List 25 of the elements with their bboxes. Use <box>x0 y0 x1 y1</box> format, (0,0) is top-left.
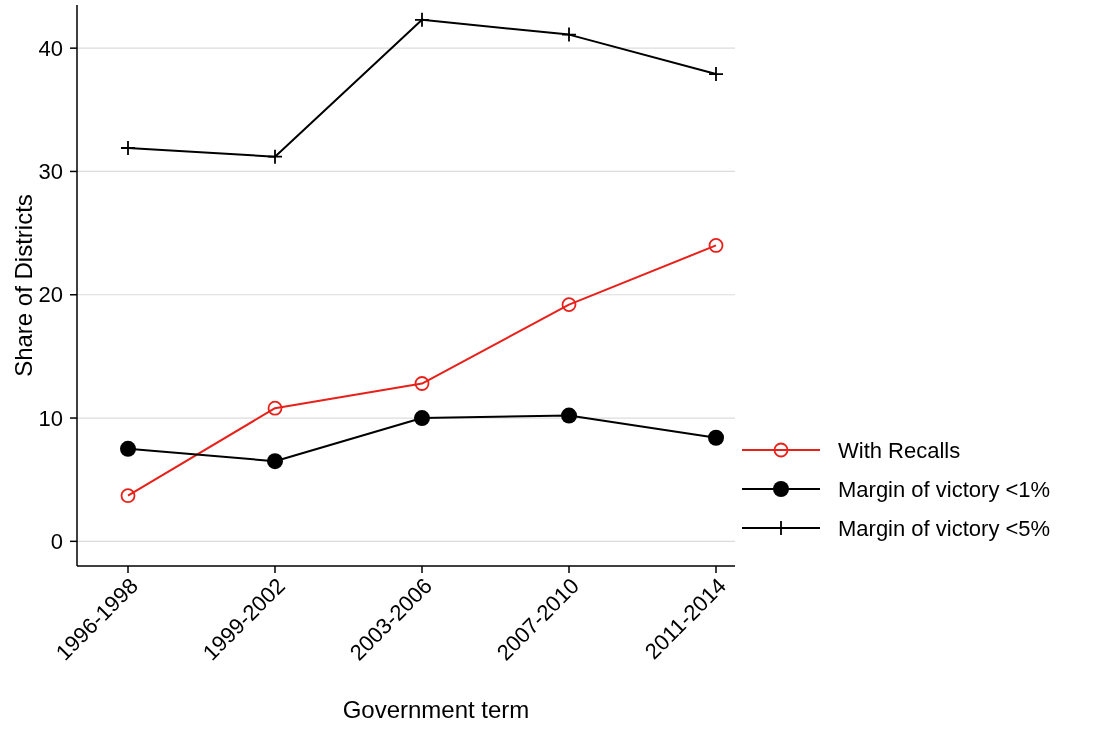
legend-label: Margin of victory <5% <box>838 515 1051 541</box>
point <box>561 26 577 43</box>
y-tick-label: 40 <box>38 35 63 61</box>
point <box>120 488 136 504</box>
y-tick-label: 0 <box>50 528 63 554</box>
point <box>414 376 430 391</box>
x-axis-title: Government term <box>342 696 530 723</box>
point <box>708 238 724 253</box>
y-tick-label: 10 <box>38 405 63 431</box>
point <box>120 440 136 457</box>
legend-label: With Recalls <box>838 437 961 463</box>
point <box>267 400 283 416</box>
y-tick-label: 30 <box>38 158 63 184</box>
point <box>708 66 724 82</box>
point <box>561 297 577 313</box>
point <box>561 407 577 424</box>
y-tick-label: 20 <box>38 282 63 308</box>
point <box>267 148 283 165</box>
legend-label: Margin of victory <1% <box>838 476 1051 502</box>
point <box>120 140 136 156</box>
point <box>414 11 430 28</box>
y-axis-title: Share of Districts <box>10 194 37 377</box>
point <box>267 453 283 470</box>
point <box>708 429 724 446</box>
point <box>414 410 430 427</box>
